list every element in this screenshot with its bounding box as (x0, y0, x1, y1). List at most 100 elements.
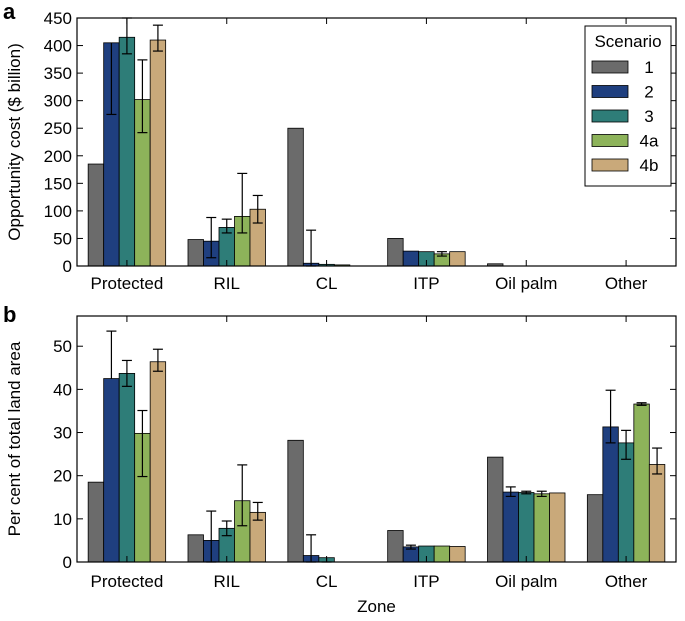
legend-swatch-4a (591, 134, 629, 147)
y-tick-label: 450 (44, 9, 72, 28)
legend: Scenario 1 2 3 4a 4b (584, 25, 672, 187)
panel-letter-b: b (3, 302, 16, 327)
bar-s1-ril (187, 534, 204, 563)
legend-label-3: 3 (644, 107, 653, 126)
bar-s1-itp (387, 238, 404, 267)
bar-s2-other (602, 426, 619, 563)
bar-s4a-other (633, 403, 650, 563)
error-bar-s3-protected (121, 359, 132, 387)
y-tick-label: 300 (44, 92, 72, 111)
error-bar-s4b-protected (152, 348, 163, 372)
y-tick-label: 10 (53, 510, 72, 529)
y-tick-label: 0 (63, 257, 72, 276)
chart-panel-a: a Opportunity cost ($ billion) 0 50 100 150 20… (3, 0, 677, 293)
bar-s2-itp (402, 250, 420, 267)
error-bar-s4a-ril (237, 172, 248, 234)
bar-s1-oil-palm (487, 456, 504, 563)
bar-s2-protected (103, 378, 120, 563)
y-tick-label: 150 (44, 174, 72, 193)
plot-frame (76, 315, 677, 563)
bar-s1-cl (287, 439, 304, 563)
x-category-label: Other (605, 274, 648, 293)
bar-s1-cl (287, 127, 304, 267)
y-tick-label: 40 (53, 380, 72, 399)
bar-s4a-itp (433, 545, 451, 563)
bar-s4b-protected (149, 361, 167, 563)
legend-swatch-3 (591, 109, 629, 123)
y-axis-title: Opportunity cost ($ billion) (5, 43, 24, 240)
y-tick-label: 400 (44, 37, 72, 56)
error-bar-s4b-protected (152, 24, 163, 52)
x-category-label: Oil palm (495, 274, 557, 293)
x-category-label: RIL (214, 572, 240, 591)
bar-s1-itp (387, 530, 404, 563)
y-tick-label: 50 (53, 337, 72, 356)
y-tick-label: 0 (63, 553, 72, 572)
bar-s3-protected (118, 36, 136, 267)
x-category-label: Protected (91, 274, 164, 293)
error-bar-s2-protected (106, 330, 117, 379)
legend-swatch-1 (591, 60, 629, 74)
y-axis-title: Per cent of total land area (5, 341, 24, 536)
error-bar-s4a-oil-palm (536, 490, 547, 497)
x-category-label: RIL (214, 274, 240, 293)
plot-frame (76, 17, 677, 267)
y-tick-label: 250 (44, 119, 72, 138)
error-bar-s4a-ril (237, 464, 248, 527)
y-tick-label: 100 (44, 202, 72, 221)
bar-s3-other (617, 442, 635, 563)
bar-s1-ril (187, 239, 204, 267)
y-tick-label: 30 (53, 424, 72, 443)
bar-s3-oil-palm (518, 492, 535, 563)
y-tick-label: 350 (44, 64, 72, 83)
x-category-label: Oil palm (495, 572, 557, 591)
error-bar-s4b-ril (252, 501, 263, 521)
error-bar-s3-ril (221, 520, 232, 537)
error-bar-s4a-itp (436, 251, 447, 257)
y-tick-label: 20 (53, 467, 72, 486)
legend-label-4b: 4b (640, 156, 659, 175)
x-category-label: Other (605, 572, 648, 591)
x-category-label: CL (316, 274, 338, 293)
x-axis-title: Zone (357, 597, 396, 616)
y-tick-label: 50 (53, 229, 72, 248)
error-bar-s2-itp (405, 544, 416, 550)
bar-s4b-protected (149, 39, 167, 267)
error-bar-s3-oil-palm (521, 490, 532, 495)
y-tick-label: 200 (44, 147, 72, 166)
bar-s4b-itp (449, 546, 466, 563)
error-bar-s4a-other (636, 402, 647, 406)
error-bar-s2-ril (206, 216, 217, 259)
chart-panel-b: b Per cent of total land area 0 10 20 30 40 50 P… (3, 302, 677, 616)
x-category-label: ITP (413, 274, 439, 293)
legend-swatch-2 (591, 85, 629, 98)
legend-title: Scenario (594, 32, 661, 51)
legend-label-4a: 4a (640, 132, 659, 151)
bar-s1-protected (87, 163, 105, 267)
bar-s1-protected (87, 481, 105, 563)
error-bar-s4b-other (652, 447, 663, 475)
error-bar-s3-ril (221, 218, 232, 234)
bar-s4b-other (648, 464, 666, 563)
bar-s4a-oil-palm (533, 493, 550, 563)
bar-s3-protected (118, 372, 136, 563)
error-bar-s4b-ril (252, 194, 263, 224)
legend-label-2: 2 (644, 83, 653, 102)
error-bar-s2-cl (306, 229, 317, 267)
error-bar-s2-protected (106, 42, 117, 116)
error-bar-s4a-protected (137, 409, 148, 478)
x-category-label: CL (316, 572, 338, 591)
bar-s1-other (586, 494, 604, 563)
error-bar-s4a-protected (137, 59, 148, 134)
legend-swatch-4b (591, 158, 629, 172)
bar-s4b-itp (449, 251, 466, 267)
bar-s2-oil-palm (502, 491, 519, 563)
bar-s4b-oil-palm (549, 492, 566, 563)
legend-label-1: 1 (644, 58, 653, 77)
error-bar-s2-other (605, 389, 616, 444)
error-bar-s3-other (621, 429, 632, 460)
x-category-label: ITP (413, 572, 439, 591)
panel-letter-a: a (3, 0, 16, 24)
x-category-label: Protected (91, 572, 164, 591)
